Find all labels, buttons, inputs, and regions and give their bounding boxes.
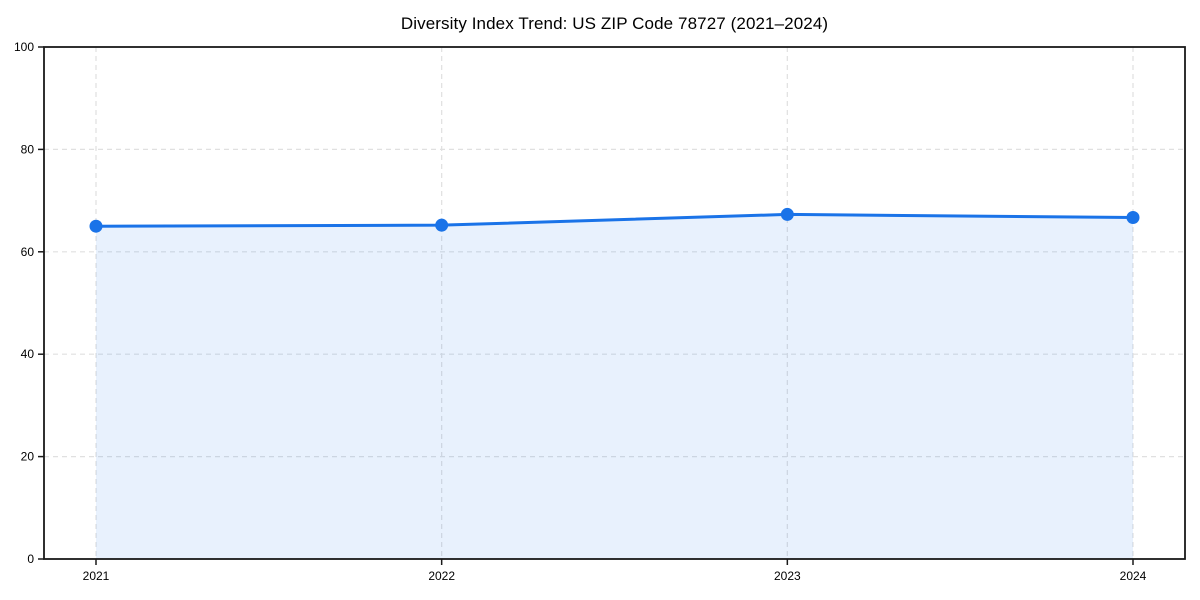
- data-point: [435, 218, 449, 232]
- x-tick-label: 2021: [83, 569, 110, 583]
- chart-title: Diversity Index Trend: US ZIP Code 78727…: [400, 14, 829, 33]
- trend-line: [94, 212, 1135, 228]
- data-point: [89, 219, 103, 233]
- plot-border: [43, 46, 1186, 560]
- y-tick-label: 80: [21, 142, 35, 156]
- data-point: [780, 207, 794, 221]
- y-tick-label: 40: [21, 347, 35, 361]
- x-tick-label: 2023: [774, 569, 801, 583]
- x-tick-label: 2024: [1120, 569, 1147, 583]
- x-tick-label: 2022: [428, 569, 455, 583]
- area-fill: [96, 214, 1133, 559]
- y-tick-label: 60: [21, 245, 35, 259]
- y-tick-label: 100: [14, 40, 34, 54]
- y-tick-label: 20: [21, 450, 35, 464]
- y-tick-label: 0: [27, 552, 34, 566]
- data-point: [1126, 210, 1140, 224]
